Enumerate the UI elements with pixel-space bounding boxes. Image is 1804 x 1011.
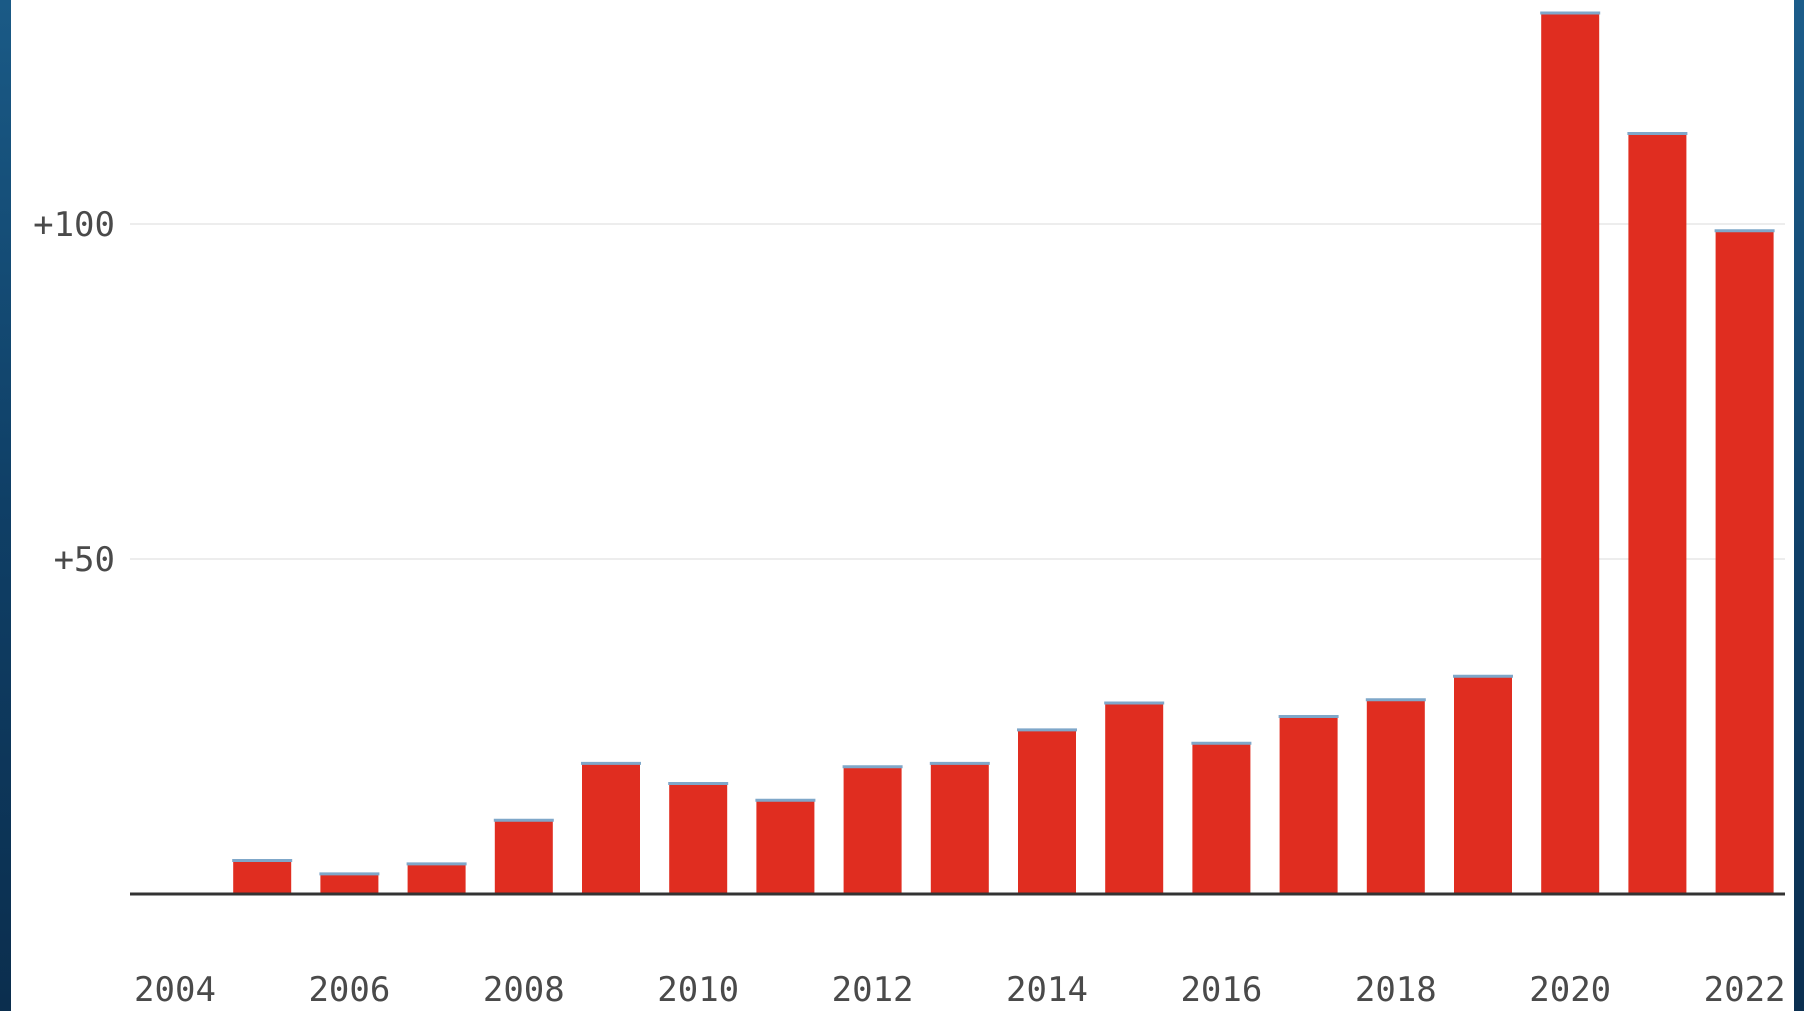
tick-labels: +50 +100 2004 2006 2008 2010 2012 2014 2016 2018 2… [33, 205, 1785, 1010]
bar-2014 [1018, 729, 1076, 894]
x-tick-label: 2006 [308, 970, 390, 1010]
bar-2017 [1279, 716, 1338, 894]
right-border-edge [1794, 0, 1804, 1011]
bar-2008 [494, 820, 553, 894]
bar-2015 [1105, 703, 1164, 894]
bar-2019 [1454, 676, 1512, 894]
x-tick-label: 2010 [657, 970, 739, 1010]
x-tick-label: 2014 [1006, 970, 1088, 1010]
bar-2005 [233, 860, 292, 894]
y-tick-label: +50 [54, 540, 115, 580]
bar-2022 [1715, 230, 1774, 894]
y-tick-label: +100 [33, 205, 115, 245]
bars [232, 11, 1775, 895]
bar-2021 [1628, 133, 1687, 895]
bar-2009 [582, 763, 640, 894]
x-tick-label: 2022 [1704, 970, 1786, 1010]
bar-2018 [1366, 699, 1425, 894]
bar-2016 [1192, 743, 1251, 894]
x-tick-label: 2008 [483, 970, 565, 1010]
bar-2012 [843, 766, 902, 894]
x-tick-label: 2004 [134, 970, 216, 1010]
bar-2007 [407, 863, 466, 894]
x-tick-label: 2016 [1180, 970, 1262, 1010]
x-tick-label: 2018 [1355, 970, 1437, 1010]
x-tick-label: 2012 [832, 970, 914, 1010]
bar-2011 [756, 800, 815, 894]
bar-2020 [1541, 12, 1600, 894]
bar-2013 [930, 763, 989, 894]
left-border-edge [0, 0, 11, 1011]
x-tick-label: 2020 [1529, 970, 1611, 1010]
bar-2006 [320, 873, 379, 894]
gridlines [130, 223, 1785, 560]
bar-2010 [669, 783, 728, 894]
